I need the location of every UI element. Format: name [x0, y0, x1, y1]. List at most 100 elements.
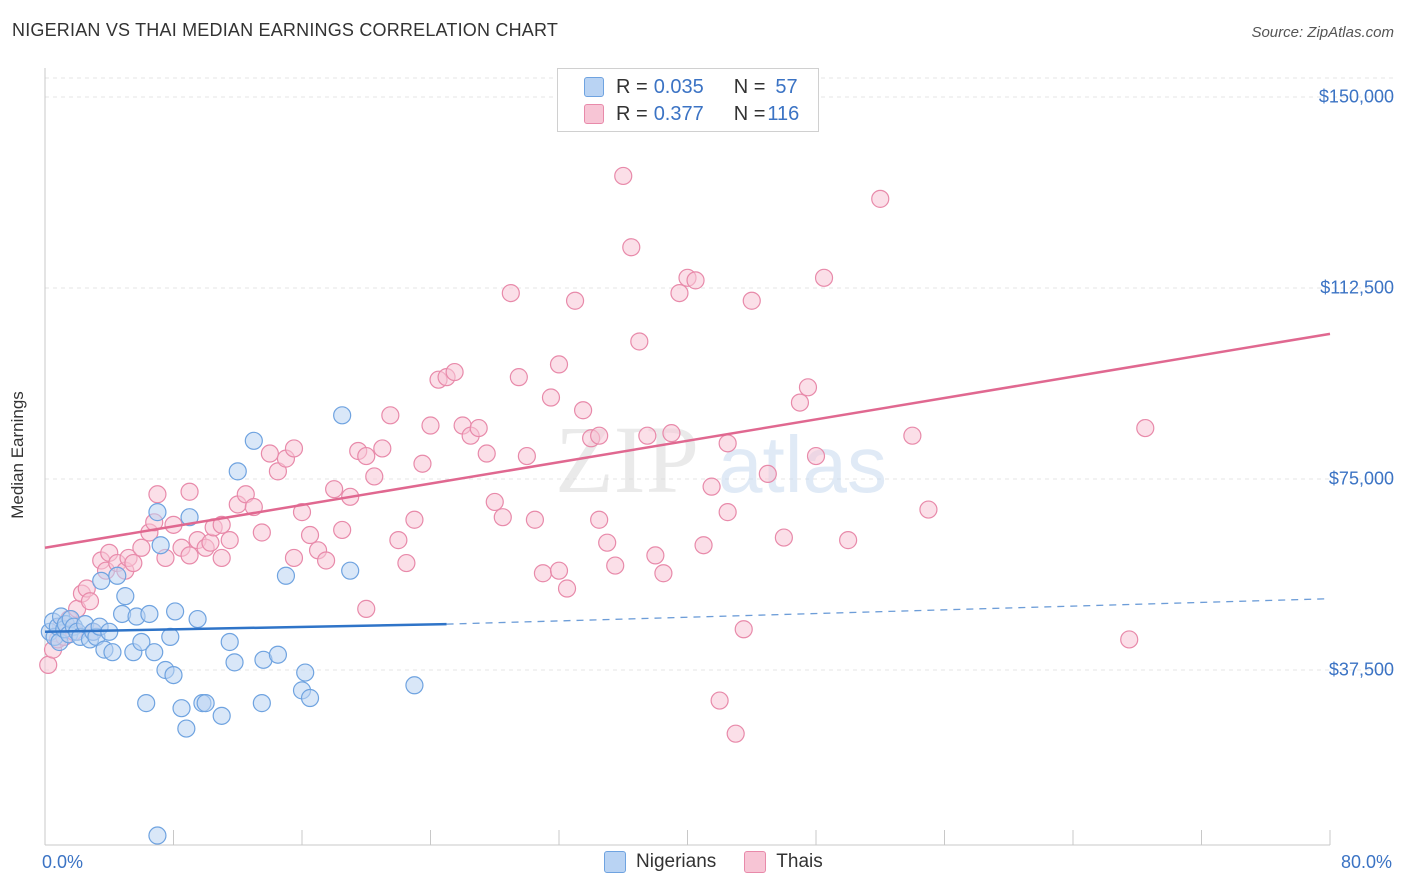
data-point — [292, 503, 312, 522]
data-point — [590, 426, 609, 445]
data-point — [903, 426, 922, 445]
watermark: ZIP atlas — [555, 406, 887, 513]
data-point — [389, 531, 408, 550]
series-legend-nigerians[interactable]: Nigerians — [604, 851, 716, 873]
data-point — [365, 467, 384, 486]
axes — [44, 68, 1331, 846]
data-point — [92, 571, 111, 590]
y-tick-75000: $75,000 — [1328, 468, 1394, 489]
data-point — [477, 444, 496, 463]
data-point — [646, 546, 665, 565]
data-point — [919, 500, 938, 519]
series-legend: Nigerians Thais — [604, 851, 851, 873]
legend-n-value: 57 — [775, 75, 798, 98]
data-point — [225, 653, 244, 672]
data-point — [284, 439, 304, 458]
data-point — [734, 620, 753, 639]
data-point — [573, 401, 593, 420]
data-point — [124, 553, 143, 573]
data-point — [798, 378, 818, 397]
nigerians-trend-line — [44, 622, 447, 634]
series-legend-thais[interactable]: Thais — [744, 851, 823, 873]
data-point — [509, 368, 528, 387]
data-point — [606, 556, 625, 575]
data-point — [148, 485, 167, 504]
data-point — [1136, 418, 1155, 438]
legend-row-nigerians: R = 0.035 N = 57 — [584, 75, 798, 99]
data-point — [670, 283, 689, 303]
data-point — [590, 510, 609, 529]
data-point — [405, 676, 424, 695]
data-point — [357, 599, 376, 618]
data-point — [196, 694, 215, 713]
data-point — [710, 691, 729, 710]
data-point — [212, 515, 231, 534]
data-point — [726, 724, 745, 743]
data-point — [172, 699, 191, 718]
data-point — [814, 268, 834, 287]
data-point — [493, 508, 512, 527]
data-point — [161, 627, 180, 646]
data-point — [549, 561, 569, 580]
source-label: Source: ZipAtlas.com — [1251, 24, 1394, 41]
data-point — [445, 362, 464, 382]
legend-swatch-pink — [584, 104, 604, 124]
data-point — [718, 503, 737, 522]
data-point — [533, 564, 553, 583]
data-point — [718, 434, 737, 453]
data-point — [871, 189, 890, 208]
data-point — [228, 462, 247, 481]
data-point — [702, 477, 721, 496]
data-point — [276, 566, 296, 585]
data-point — [485, 492, 504, 512]
data-point — [260, 444, 279, 463]
data-point — [325, 480, 344, 499]
trend-lines — [44, 332, 1331, 634]
data-point — [381, 406, 400, 425]
data-point — [405, 510, 424, 529]
data-point — [300, 525, 320, 545]
data-point — [638, 426, 657, 445]
legend-swatch-blue — [584, 77, 604, 97]
data-point — [333, 520, 352, 540]
thais-label: Thais — [776, 851, 823, 872]
data-point — [180, 508, 199, 527]
data-point — [541, 388, 561, 407]
y-tick-37500: $37,500 — [1328, 659, 1394, 680]
data-point — [108, 566, 127, 585]
data-point — [39, 655, 58, 675]
data-point — [188, 609, 207, 629]
gridlines — [45, 77, 1395, 671]
data-point — [244, 431, 263, 450]
data-point — [469, 418, 488, 438]
data-point — [686, 271, 705, 290]
data-point — [614, 166, 633, 186]
legend-n-value: 116 — [767, 102, 800, 125]
data-point — [103, 643, 122, 662]
data-point — [630, 332, 649, 351]
data-point — [413, 454, 432, 473]
nigerians-trend-extension — [446, 598, 1331, 625]
data-point — [252, 523, 271, 542]
data-point — [790, 393, 810, 412]
data-point — [373, 439, 392, 458]
correlation-legend: R = 0.035 N = 57 R = 0.377 N = 116 — [557, 68, 819, 132]
data-point — [622, 238, 641, 257]
data-point — [212, 706, 231, 725]
data-point — [598, 533, 617, 552]
data-point — [132, 632, 151, 652]
data-point — [1120, 630, 1139, 649]
legend-row-thais: R = 0.377 N = 116 — [584, 102, 799, 126]
legend-r-value: 0.035 — [653, 75, 704, 98]
data-point — [296, 663, 315, 682]
data-point — [137, 694, 156, 713]
data-point — [501, 283, 520, 303]
data-point — [557, 579, 577, 598]
data-point — [397, 553, 416, 573]
data-point — [565, 291, 585, 310]
data-point — [132, 538, 151, 557]
data-point — [357, 446, 376, 466]
data-point — [177, 719, 196, 738]
x-tick-min: 0.0% — [42, 852, 84, 872]
